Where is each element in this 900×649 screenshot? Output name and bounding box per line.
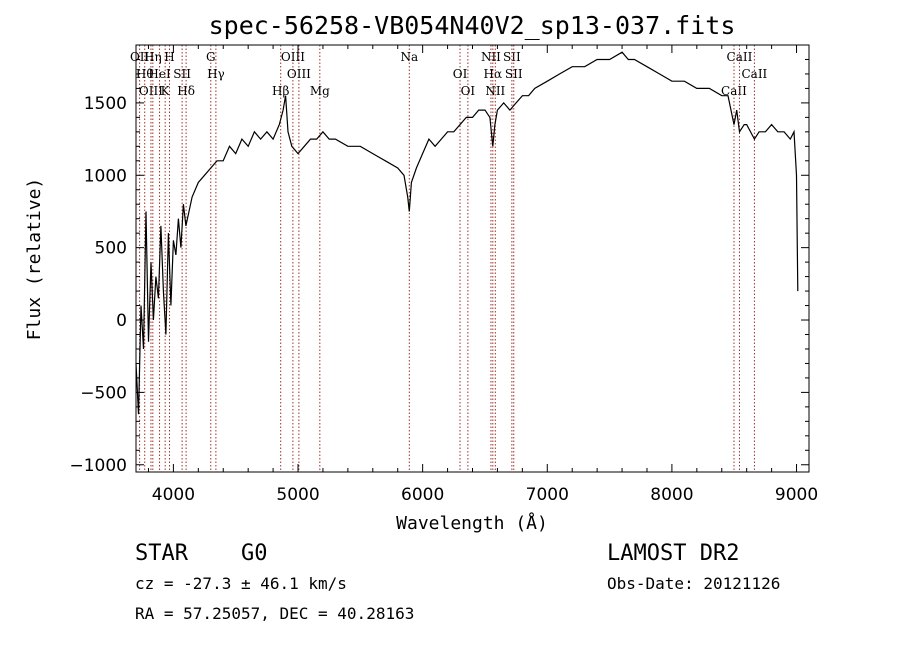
survey-name: LAMOST DR2	[607, 541, 739, 566]
spectral-line-label: Hα	[484, 67, 503, 81]
object-class: STAR	[135, 541, 189, 566]
plot-frame	[135, 44, 810, 473]
spectral-line-label: CaII	[727, 50, 753, 64]
spectrum-series-line	[135, 51, 799, 415]
y-tick-label: 0	[116, 311, 127, 331]
chart-title: spec-56258-VB054N40V2_sp13-037.fits	[209, 11, 736, 40]
object-subclass: G0	[241, 541, 268, 566]
spectral-line-label: Mg	[310, 84, 330, 98]
redshift-text: cz = -27.3 ± 46.1 km/s	[135, 574, 347, 593]
x-axis-label: Wavelength (Å)	[396, 512, 548, 534]
spectral-line-label: Na	[400, 50, 418, 64]
spectral-line-label: Hη	[144, 50, 162, 64]
spectral-line-label: CaII	[741, 67, 767, 81]
y-axis-label: Flux (relative)	[24, 178, 45, 341]
x-tick-label: 8000	[650, 485, 693, 505]
spectral-line-label: OIII	[281, 50, 305, 64]
spectral-line-label: Hθ	[136, 67, 154, 81]
spectral-line-label: SII	[503, 50, 521, 64]
y-tick-label: 1500	[84, 94, 127, 114]
y-tick-label: 1000	[84, 166, 127, 186]
y-tick-label: 500	[95, 239, 127, 259]
spectral-line-label: HeI	[148, 67, 171, 81]
y-tick-label: −500	[80, 383, 127, 403]
x-tick-label: 7000	[526, 485, 569, 505]
spectral-line-label: OIII	[139, 84, 163, 98]
spectral-line-label: K	[161, 84, 171, 98]
spectral-line-label: H	[164, 50, 174, 64]
spectral-line-label: CaII	[721, 84, 747, 98]
spectral-lines: OIIHθOIIIHηHeIKHSIIHδGHγHβOIIIOIIIMgNaOI…	[130, 45, 768, 472]
spectral-line-label: Hδ	[177, 84, 195, 98]
x-tick-label: 6000	[401, 485, 444, 505]
x-tick-label: 9000	[775, 485, 818, 505]
spectral-line-label: Hγ	[207, 67, 225, 81]
spectral-line-label: OI	[461, 84, 476, 98]
spectral-line-label: NII	[485, 84, 505, 98]
spectral-line-label: OIII	[287, 67, 311, 81]
x-axis: 4000 5000 6000 7000 8000 9000	[147, 45, 818, 505]
spectral-line-label: SII	[505, 67, 523, 81]
coordinates-text: RA = 57.25057, DEC = 40.28163	[135, 604, 414, 623]
x-tick-label: 5000	[276, 485, 319, 505]
y-tick-label: −1000	[69, 456, 127, 476]
spectral-line-label: NII	[481, 50, 501, 64]
spectral-line-label: G	[206, 50, 216, 64]
spectral-line-label: Hβ	[272, 84, 289, 98]
obs-date-text: Obs-Date: 20121126	[607, 574, 780, 593]
y-axis: −1000 −500 0 500 1000 1500	[69, 58, 809, 476]
x-tick-label: 4000	[152, 485, 195, 505]
spectral-line-label: SII	[173, 67, 191, 81]
spectral-line-label: OI	[453, 67, 468, 81]
